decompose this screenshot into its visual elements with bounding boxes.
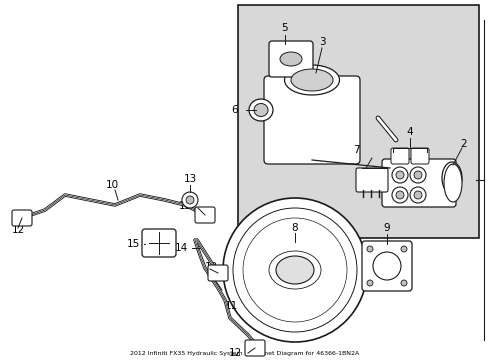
Ellipse shape xyxy=(290,69,332,91)
Ellipse shape xyxy=(253,104,267,117)
Text: 11: 11 xyxy=(224,301,238,311)
Circle shape xyxy=(182,192,198,208)
Text: 2: 2 xyxy=(460,139,467,149)
FancyBboxPatch shape xyxy=(244,340,264,356)
Circle shape xyxy=(366,280,372,286)
Text: 14: 14 xyxy=(174,243,187,253)
FancyBboxPatch shape xyxy=(361,241,411,291)
Circle shape xyxy=(198,208,212,222)
Text: 12: 12 xyxy=(179,201,192,211)
Ellipse shape xyxy=(284,65,339,95)
Text: 1: 1 xyxy=(486,175,488,185)
FancyBboxPatch shape xyxy=(268,41,312,77)
Circle shape xyxy=(400,246,406,252)
Text: 15: 15 xyxy=(126,239,140,249)
Circle shape xyxy=(400,280,406,286)
FancyBboxPatch shape xyxy=(390,148,408,164)
Circle shape xyxy=(15,211,29,225)
FancyBboxPatch shape xyxy=(381,159,455,207)
Circle shape xyxy=(413,171,421,179)
Text: 12: 12 xyxy=(204,262,218,272)
FancyBboxPatch shape xyxy=(142,229,176,257)
Text: 7: 7 xyxy=(353,145,359,155)
FancyBboxPatch shape xyxy=(355,168,387,192)
Ellipse shape xyxy=(275,256,313,284)
Text: 4: 4 xyxy=(406,127,412,137)
Circle shape xyxy=(223,198,366,342)
Circle shape xyxy=(409,167,425,183)
Circle shape xyxy=(391,167,407,183)
Text: 2012 Infiniti FX35 Hydraulic System Grommet Diagram for 46366-1BN2A: 2012 Infiniti FX35 Hydraulic System Grom… xyxy=(130,351,359,356)
Ellipse shape xyxy=(441,162,461,194)
FancyBboxPatch shape xyxy=(410,148,428,164)
Ellipse shape xyxy=(443,164,461,202)
Text: 10: 10 xyxy=(105,180,118,190)
Circle shape xyxy=(19,215,25,221)
Circle shape xyxy=(391,187,407,203)
Text: 3: 3 xyxy=(318,37,325,47)
Text: 9: 9 xyxy=(383,223,389,233)
FancyBboxPatch shape xyxy=(264,76,359,164)
Circle shape xyxy=(366,246,372,252)
Text: 13: 13 xyxy=(183,174,196,184)
Circle shape xyxy=(409,187,425,203)
Circle shape xyxy=(395,171,403,179)
Text: 12: 12 xyxy=(12,225,25,235)
Bar xyxy=(238,5,478,238)
FancyBboxPatch shape xyxy=(207,265,227,281)
Text: 12: 12 xyxy=(228,348,242,358)
Text: 6: 6 xyxy=(231,105,238,115)
Circle shape xyxy=(395,191,403,199)
FancyBboxPatch shape xyxy=(195,207,215,223)
FancyBboxPatch shape xyxy=(12,210,32,226)
Circle shape xyxy=(202,212,207,218)
Circle shape xyxy=(185,196,194,204)
Circle shape xyxy=(413,191,421,199)
Ellipse shape xyxy=(280,52,302,66)
Text: 8: 8 xyxy=(291,223,298,233)
Ellipse shape xyxy=(248,99,272,121)
Text: 5: 5 xyxy=(281,23,288,33)
